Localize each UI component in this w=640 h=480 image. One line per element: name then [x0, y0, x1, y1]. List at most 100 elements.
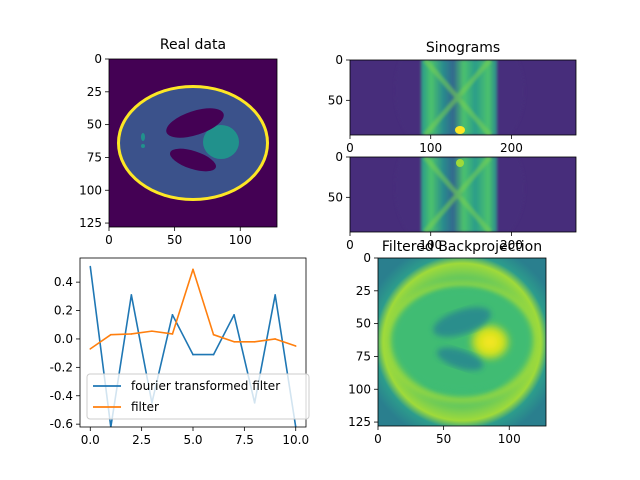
line-chart-x-tick-label: 7.5 [235, 433, 254, 447]
sinogram-2-hotspot [456, 159, 464, 167]
fbp-y-tick-label: 125 [348, 415, 371, 429]
fbp-title: Filtered Backprojection [382, 239, 542, 255]
series-1-point [130, 294, 133, 296]
sinogram-1-x-tick-label: 0 [346, 141, 354, 155]
fbp-x-tick-label: 100 [498, 432, 521, 446]
sinogram-2-x-tick-label: 100 [419, 238, 442, 252]
fbp-frame [377, 257, 547, 427]
series-2-point [212, 333, 215, 336]
real-data-y-tick-label: 100 [79, 183, 102, 197]
series-1-point [233, 314, 235, 316]
phantom-small-spot [141, 133, 145, 141]
real-data-y-tick-label: 75 [87, 150, 102, 164]
line-chart-y-tick-label: -0.4 [50, 389, 73, 403]
fbp-y-tick-label: 100 [348, 382, 371, 396]
sinogram-1-image [350, 60, 576, 135]
panel-real-data: Real data 0 50 100 0 25 50 75 100 125 [79, 37, 278, 247]
line-chart-y-tick-label: -0.2 [50, 360, 73, 374]
fbp-y-tick-label: 0 [363, 251, 371, 265]
sinogram-1-x-tick-label: 100 [419, 141, 442, 155]
series-2-point [89, 348, 92, 350]
fbp-bright-blob [468, 322, 512, 362]
sinogram-1-hotspot [455, 126, 465, 134]
fbp-x-tick-label: 0 [374, 432, 382, 446]
fbp-image [378, 258, 546, 426]
line-chart-y-tick-label: -0.6 [50, 417, 73, 431]
phantom-lower-ellipse [170, 148, 216, 172]
fbp-y-ticks: 0 25 50 75 100 125 [348, 251, 378, 429]
line-chart-legend: fourier transformed filter filter [86, 373, 310, 420]
line-chart-y-ticks: 0.4 0.2 0.0 -0.2 -0.4 -0.6 [50, 275, 80, 431]
sinogram-2-x-tick-label: 0 [346, 238, 354, 252]
fbp-y-tick-label: 25 [356, 284, 371, 298]
real-data-x-tick-label: 100 [229, 233, 252, 247]
series-2-point [110, 333, 112, 336]
series-2-point [192, 268, 194, 271]
series-2-point [294, 345, 297, 347]
sinogram-2-y-tick-label: 0 [335, 150, 343, 164]
real-data-y-tick-label: 125 [79, 216, 102, 230]
legend-box [86, 373, 310, 420]
phantom-upper-ellipse [166, 108, 224, 138]
line-chart-x-tick-label: 0.0 [81, 433, 100, 447]
real-data-x-tick-label: 50 [167, 233, 182, 247]
sinogram-2-traces [423, 157, 492, 232]
sinogram-1-frame [349, 59, 577, 136]
line-chart-y-tick-label: 0.2 [54, 304, 73, 318]
fbp-lower-ellipse [437, 347, 483, 371]
fbp-x-ticks: 0 50 100 [374, 426, 521, 446]
legend-label-series-2: filter [131, 400, 159, 414]
line-chart-y-tick-label: 0.0 [54, 332, 73, 346]
series-1-point [171, 314, 174, 316]
real-data-title: Real data [160, 37, 226, 53]
line-chart-x-tick-label: 2.5 [132, 433, 151, 447]
sinogram-2-x-tick-label: 200 [500, 238, 523, 252]
series-2-point [253, 340, 256, 343]
series-1-point [89, 265, 92, 268]
series-2-point [233, 340, 235, 343]
fbp-y-tick-label: 75 [356, 349, 371, 363]
series-2-point [130, 333, 133, 335]
sinogram-1-y-tick-label: 50 [328, 93, 343, 107]
phantom-body [120, 88, 266, 198]
sinogram-1-y-tick-label: 0 [335, 53, 343, 67]
panel-sinogram-1: Sinograms 0 100 200 0 50 [328, 40, 577, 155]
sinogram-2-image [350, 157, 576, 232]
sinogram-1-x-ticks: 0 100 200 [346, 135, 523, 155]
series-2-point [274, 338, 276, 340]
series-1-point [212, 353, 215, 356]
real-data-y-tick-label: 50 [87, 118, 102, 132]
sinogram-1-y-ticks: 0 50 [328, 53, 350, 107]
fbp-upper-ellipse [433, 307, 491, 337]
real-data-x-ticks: 0 50 100 [105, 227, 252, 247]
sinogram-1-traces [423, 60, 492, 135]
fbp-ring [383, 281, 541, 403]
sinogram-2-x-ticks: 0 100 200 [346, 232, 523, 252]
panel-sinogram-2: 0 100 200 0 50 [328, 150, 577, 252]
series-1-point [274, 294, 276, 296]
sinogram-2-frame [349, 156, 577, 233]
line-chart-x-tick-label: 10.0 [282, 433, 309, 447]
fbp-x-tick-label: 50 [436, 432, 451, 446]
phantom-bright-blob [203, 125, 239, 159]
line-chart-y-tick-label: 0.4 [54, 275, 73, 289]
real-data-y-tick-label: 0 [94, 52, 102, 66]
phantom-small-spot [141, 144, 145, 148]
line-chart-series [89, 265, 297, 427]
sinogram-title: Sinograms [426, 40, 500, 56]
panel-filtered-backprojection: 0 50 100 0 25 50 75 100 125 Filtered Backprojec… [348, 239, 547, 446]
sinogram-2-y-tick-label: 50 [328, 190, 343, 204]
fbp-y-tick-label: 50 [356, 317, 371, 331]
sinogram-2-y-ticks: 0 50 [328, 150, 350, 204]
panel-filter-line-chart: 0.0 2.5 5.0 7.5 10.0 0.4 0.2 0.0 -0.2 -0.4 -0.6 f… [50, 257, 310, 447]
real-data-y-tick-label: 25 [87, 85, 102, 99]
series-1-point [192, 353, 194, 356]
real-data-frame [108, 58, 278, 228]
line-chart-x-ticks: 0.0 2.5 5.0 7.5 10.0 [81, 427, 309, 447]
real-data-y-ticks: 0 25 50 75 100 125 [79, 52, 109, 230]
legend-label-series-1: fourier transformed filter [131, 379, 280, 393]
series-2-point [151, 330, 153, 332]
line-chart-x-tick-label: 5.0 [183, 433, 202, 447]
real-data-image [109, 59, 277, 227]
